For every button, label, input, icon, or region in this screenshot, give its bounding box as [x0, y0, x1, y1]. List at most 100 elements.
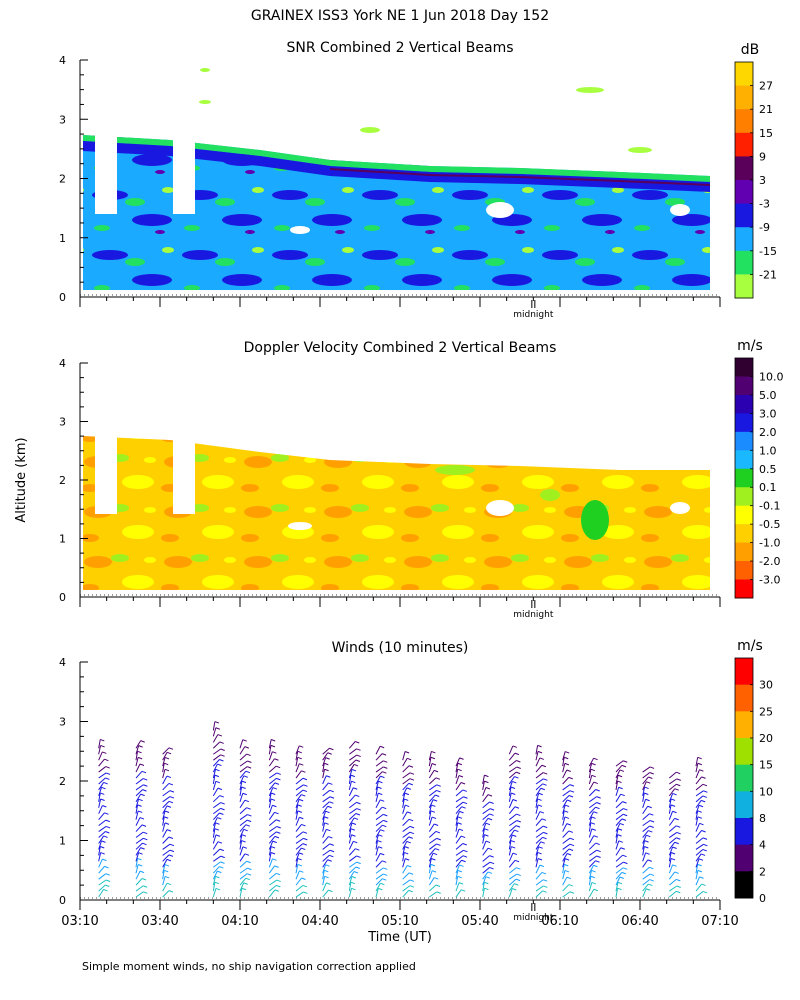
wind-barb: [562, 891, 571, 898]
wind-barb: [135, 864, 139, 874]
wind-barb-flag: [138, 852, 143, 855]
wind-barb-flag: [164, 756, 170, 760]
y-axis-label: Altitude (km): [14, 437, 29, 522]
wind-barb-flag: [246, 860, 251, 864]
wind-barb-flag: [510, 840, 516, 843]
colorbar-label: 2: [759, 865, 766, 878]
wind-barb: [239, 807, 247, 815]
wind-barb: [508, 840, 512, 850]
wind-barb: [295, 847, 302, 856]
wind-barb: [213, 855, 221, 862]
midnight-label: midnight: [513, 913, 554, 923]
wind-barb-flag: [431, 804, 436, 807]
colorbar-label: -9: [759, 221, 770, 234]
wind-barb: [135, 740, 142, 749]
wind-barb: [269, 819, 277, 827]
wind-barb: [642, 859, 649, 868]
wind-barb-flag: [458, 882, 464, 885]
wind-barb-flag: [515, 771, 521, 775]
wind-barb: [428, 831, 437, 838]
wind-barb: [212, 795, 221, 803]
wind-barb: [135, 763, 141, 773]
snr-axes: 0 1 2 3 4 midnight: [59, 54, 721, 320]
wind-barb: [615, 872, 623, 880]
colorbar-label: -0.5: [759, 518, 780, 531]
wind-barb-flag: [242, 846, 248, 849]
wind-barb: [348, 759, 357, 767]
wind-barb-flag: [214, 721, 220, 724]
wind-barb: [642, 813, 650, 821]
wind-barb-flag: [537, 798, 542, 801]
wind-barb-flag: [538, 792, 543, 796]
wind-barb-flag: [512, 888, 517, 891]
wind-barb: [482, 794, 489, 803]
wind-barb-flag: [435, 830, 441, 834]
wind-barb-flag: [431, 750, 436, 754]
wind-barb-flag: [596, 849, 601, 853]
wind-barb-flag: [103, 835, 108, 838]
wind-barb-flag: [104, 865, 109, 869]
wind-barb: [402, 890, 410, 898]
y-tick-label: 2: [59, 775, 66, 788]
wind-barb-flag: [623, 808, 628, 811]
colorbar-label: 15: [759, 759, 773, 772]
wind-barb: [268, 792, 272, 802]
wind-barb: [615, 780, 619, 791]
wind-barb: [135, 799, 140, 808]
wind-barb: [509, 760, 517, 767]
snr-panel-title: SNR Combined 2 Vertical Beams: [286, 40, 513, 56]
wind-barb-flag: [219, 866, 224, 869]
wind-barb: [239, 781, 243, 791]
wind-barb-flag: [407, 811, 412, 814]
wind-barb: [213, 802, 221, 809]
wind-barb: [562, 853, 568, 862]
wind-barb: [455, 796, 464, 803]
wind-barb: [295, 852, 300, 862]
wind-barb-flag: [539, 811, 545, 814]
wind-barb: [162, 796, 171, 803]
wind-barb: [268, 782, 276, 791]
wind-barb: [375, 882, 381, 892]
doppler-panel: Doppler Velocity Combined 2 Vertical Bea…: [59, 340, 721, 620]
wind-barb-flag: [215, 822, 220, 825]
wind-barb-flag: [143, 831, 148, 835]
wind-barb-flag: [409, 831, 415, 835]
colorbar-swatch: [735, 203, 753, 228]
colorbar-label: 20: [759, 732, 773, 745]
colorbar-label: 3: [759, 174, 766, 187]
wind-barb: [482, 867, 490, 874]
wind-barb: [269, 777, 277, 785]
colorbar-swatch: [735, 62, 753, 87]
wind-barb-flag: [564, 863, 569, 867]
colorbar-unit: dB: [741, 42, 760, 58]
wind-barb-flag: [484, 780, 489, 784]
wind-barb-flag: [674, 788, 679, 791]
wind-barb: [213, 861, 221, 868]
wind-barb-flag: [100, 852, 105, 855]
wind-barb: [642, 835, 647, 844]
wind-barb-flag: [431, 870, 437, 873]
wind-barb: [455, 763, 459, 773]
wind-barb: [98, 798, 102, 808]
wind-barb: [428, 770, 435, 779]
wind-barb-flag: [702, 795, 707, 798]
wind-barb: [348, 876, 353, 886]
wind-barb-flag: [219, 759, 224, 762]
wind-barb-flag: [325, 757, 330, 760]
wind-barb: [642, 799, 647, 808]
wind-barb: [295, 831, 304, 838]
wind-barb-flag: [459, 864, 464, 867]
wind-barb-flag: [593, 835, 598, 838]
wind-barb-flag: [137, 864, 143, 867]
wind-barb: [695, 823, 700, 832]
wind-barb: [349, 855, 357, 862]
wind-barb-flag: [301, 794, 306, 797]
wind-barb-flag: [512, 834, 517, 837]
wind-barb-flag: [350, 828, 356, 831]
wind-barb: [535, 772, 544, 779]
wind-barb-flag: [622, 867, 628, 870]
wind-barb: [212, 759, 220, 767]
wind-barb-flag: [408, 889, 413, 893]
wind-barb: [588, 816, 593, 826]
wind-barb-flag: [270, 846, 276, 849]
